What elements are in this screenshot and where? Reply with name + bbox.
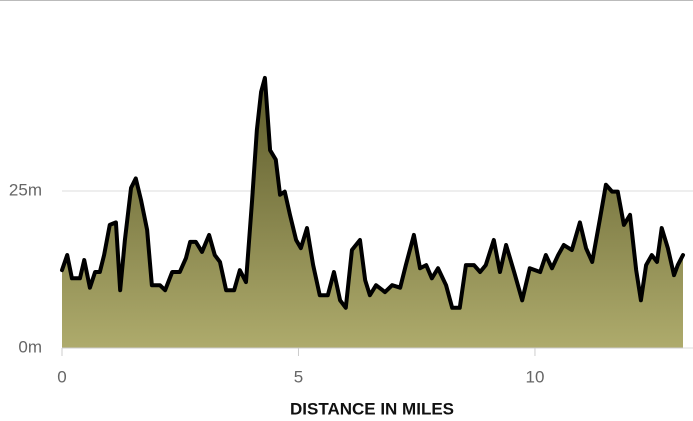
- x-tick-label: 10: [526, 367, 545, 386]
- x-tick-label: 0: [57, 367, 66, 386]
- area: [62, 77, 683, 349]
- y-tick-label: 25m: [9, 180, 42, 199]
- x-tick-label: 5: [294, 367, 303, 386]
- y-tick-label: 0m: [18, 337, 42, 356]
- x-axis-title: DISTANCE IN MILES: [290, 399, 454, 418]
- line: [60, 75, 685, 310]
